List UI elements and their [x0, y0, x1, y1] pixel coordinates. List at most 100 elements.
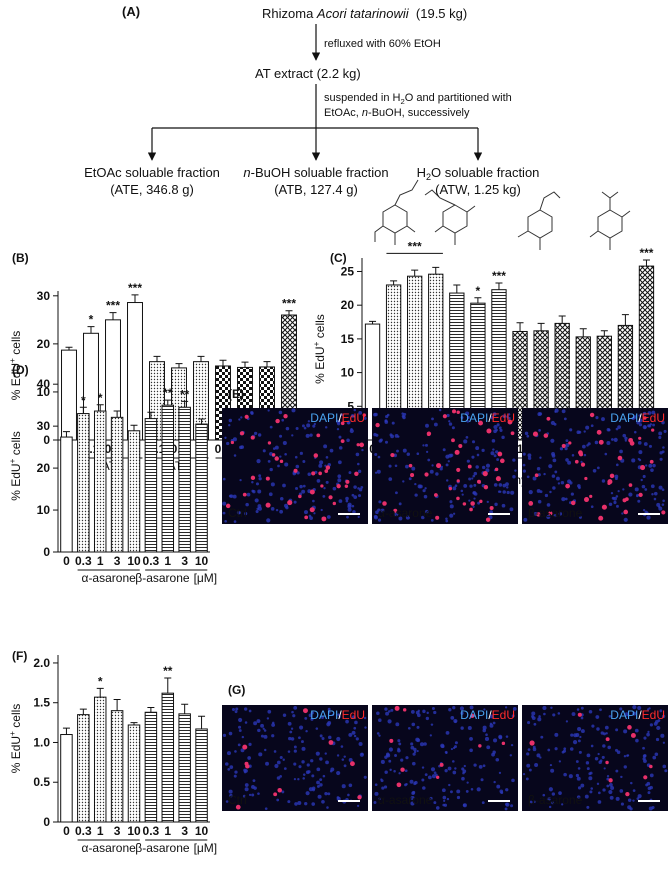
nucleus — [647, 730, 650, 733]
error-bar — [79, 708, 87, 715]
nucleus — [601, 479, 606, 483]
edu-nucleus — [528, 501, 534, 506]
bar — [161, 692, 175, 823]
edu-nucleus — [267, 441, 272, 445]
nucleus — [327, 707, 331, 711]
edu-nucleus — [580, 462, 586, 467]
nucleus — [427, 458, 431, 462]
error-bar — [579, 328, 587, 337]
edu-nucleus — [627, 725, 632, 730]
nucleus — [395, 722, 400, 727]
nucleus — [411, 791, 415, 795]
nucleus — [652, 755, 657, 760]
nucleus — [319, 734, 323, 738]
edu-nucleus — [318, 471, 322, 476]
nucleus — [646, 732, 650, 737]
y-tick-label: 15 — [341, 332, 355, 346]
nucleus — [646, 781, 651, 786]
panel-label: (E) — [228, 387, 244, 401]
nucleus — [397, 739, 401, 743]
nucleus — [324, 791, 328, 796]
nucleus — [492, 721, 496, 725]
micrograph-label: Ctrl — [228, 793, 247, 807]
group-label: β-asarone [μM] — [135, 841, 217, 855]
error-bar — [474, 297, 482, 304]
y-axis-label: % EdU+ cells — [7, 331, 23, 401]
edu-nucleus — [507, 419, 513, 425]
edu-nucleus — [382, 501, 387, 506]
nucleus — [251, 481, 254, 484]
nucleus — [431, 464, 434, 467]
x-tick-label: 3 — [181, 554, 188, 568]
nucleus — [511, 778, 515, 783]
edu-nucleus — [244, 414, 249, 419]
nucleus — [443, 803, 448, 807]
stain-part: / — [488, 708, 492, 722]
micrograph-label: Ctrl — [228, 506, 247, 520]
nucleus — [357, 515, 360, 519]
nucleus — [548, 805, 552, 809]
edu-nucleus — [462, 502, 467, 506]
edu-nucleus — [426, 431, 432, 436]
nucleus — [481, 801, 485, 805]
bar — [110, 710, 124, 823]
nucleus — [386, 413, 390, 417]
nucleus — [613, 496, 617, 501]
edu-nucleus — [311, 471, 316, 476]
text-part: EtOAc soluable fraction — [84, 165, 220, 180]
nucleus — [441, 744, 445, 749]
nucleus — [296, 471, 300, 475]
nucleus — [234, 770, 238, 774]
nucleus — [605, 732, 608, 735]
stain-part: DAPI — [460, 708, 488, 722]
bar — [178, 713, 191, 823]
nucleus — [343, 755, 346, 758]
edu-nucleus — [607, 481, 611, 486]
nucleus — [615, 495, 619, 498]
nucleus — [564, 446, 568, 451]
nucleus — [248, 793, 252, 797]
nucleus — [336, 428, 340, 431]
nucleus — [275, 508, 279, 512]
nucleus — [378, 718, 382, 722]
nucleus — [506, 415, 509, 418]
nucleus — [526, 763, 531, 768]
edu-nucleus — [565, 483, 570, 489]
nucleus — [452, 512, 456, 515]
nucleus — [624, 712, 629, 717]
nucleus — [445, 730, 450, 735]
x-tick-label: 3 — [181, 824, 188, 838]
nucleus — [377, 508, 381, 512]
nucleus — [356, 804, 360, 808]
nucleus — [305, 433, 310, 438]
x-tick-label: 1 — [97, 554, 104, 568]
nucleus — [580, 716, 584, 720]
nucleus — [594, 440, 599, 445]
error-bar — [130, 722, 138, 725]
nucleus — [561, 409, 566, 414]
nucleus — [473, 763, 477, 767]
text-part: cells — [313, 314, 327, 341]
edu-nucleus — [548, 511, 553, 516]
nucleus — [476, 453, 480, 457]
nucleus — [302, 773, 306, 776]
y-tick-label: 1.0 — [33, 735, 50, 749]
nucleus — [353, 726, 357, 730]
nucleus — [306, 763, 310, 767]
nucleus — [510, 490, 515, 495]
flow-step: EtOAc, n-BuOH, successively — [324, 107, 470, 119]
nucleus — [632, 705, 637, 710]
stain-part: / — [638, 708, 642, 722]
nucleus — [232, 437, 237, 442]
nucleus — [651, 493, 654, 496]
nucleus — [309, 433, 313, 437]
nucleus — [656, 725, 661, 731]
nucleus — [505, 482, 509, 487]
nucleus — [289, 730, 293, 734]
edu-nucleus — [624, 497, 629, 501]
micrograph — [372, 408, 518, 524]
nucleus — [461, 493, 464, 496]
nucleus — [257, 728, 261, 733]
nucleus — [239, 445, 243, 450]
nucleus — [324, 752, 327, 755]
